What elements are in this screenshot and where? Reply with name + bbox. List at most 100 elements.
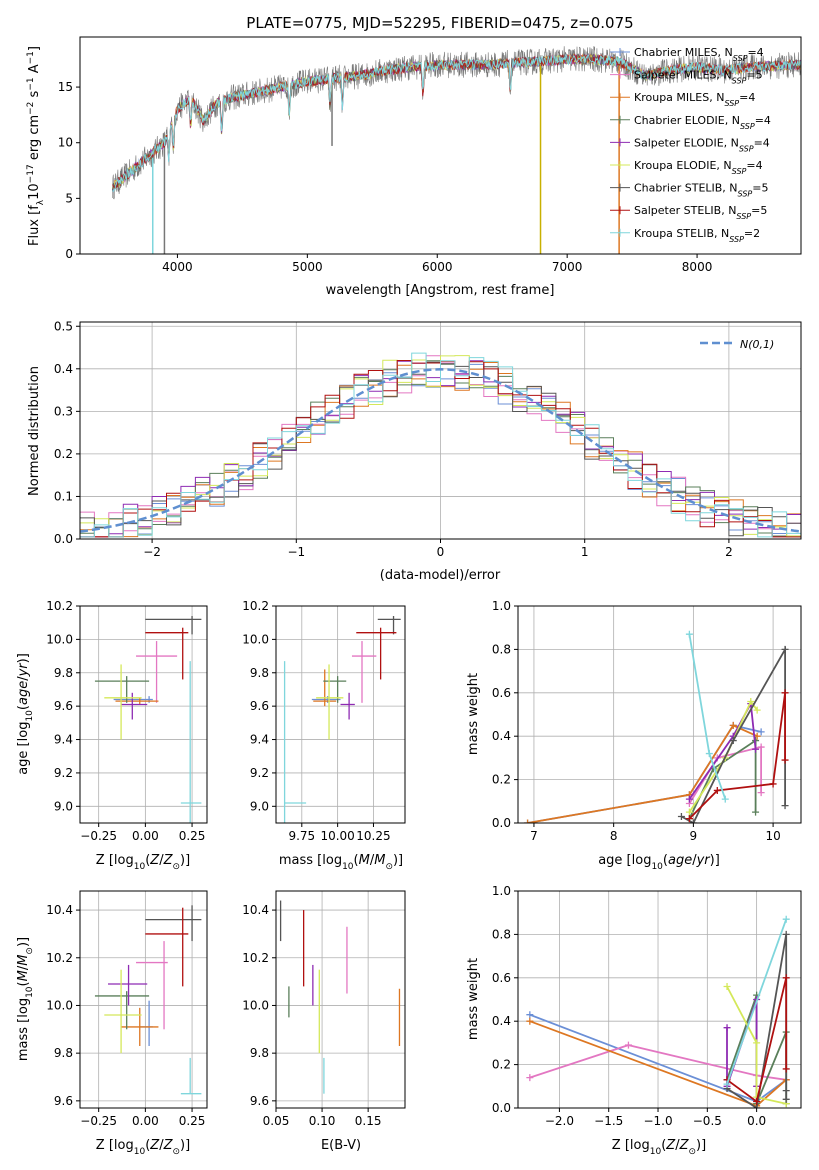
- legend-label-salpeter_miles: Salpeter MILES, NSSP=5: [634, 69, 763, 86]
- label-part: A: [27, 64, 42, 77]
- weight-marker-chabrier_stelib: [677, 812, 685, 820]
- label-part: λ: [36, 199, 46, 205]
- y-axis-label: mass weight: [466, 958, 481, 1040]
- weight-marker-salpeter_stelib: [713, 786, 721, 794]
- label-part: /: [159, 853, 164, 868]
- weight-marker-kroupa_elodie: [685, 808, 693, 816]
- y-tick-label: 0: [65, 247, 73, 261]
- weight-marker-kroupa_stelib: [723, 1080, 731, 1088]
- label-part: −2: [26, 102, 36, 115]
- legend-label-kroupa_miles: Kroupa MILES, NSSP=4: [634, 91, 755, 108]
- x-axis-label: mass [log10(M/M⊙)]: [279, 853, 403, 872]
- x-tick-label: 0.10: [309, 1114, 336, 1128]
- label-part: Z: [163, 1138, 174, 1153]
- label-part: mass [: [279, 853, 322, 868]
- x-tick-label: −0.25: [80, 829, 117, 843]
- label-part: (: [145, 1138, 150, 1153]
- x-tick-label: −2.0: [545, 1114, 574, 1128]
- x-tick-label: 4000: [162, 260, 193, 274]
- label-part: 10: [134, 862, 146, 872]
- legend-count: =2: [744, 227, 760, 240]
- label-part: ⊙: [172, 862, 180, 872]
- weight-marker-kroupa_miles: [729, 721, 737, 729]
- x-tick-label: 0.05: [263, 1114, 290, 1128]
- axes-frame: [517, 890, 802, 1109]
- x-tick-label: 0: [437, 545, 445, 559]
- axes-frame: [79, 605, 208, 824]
- label-part: /: [692, 853, 697, 868]
- legend-count: =4: [755, 114, 771, 127]
- x-tick-label: 9: [690, 829, 698, 843]
- x-axis-label: Z [log10(Z/Z⊙)]: [612, 1138, 706, 1157]
- legend-label-kroupa_stelib: Kroupa STELIB, NSSP=2: [634, 227, 760, 244]
- label-part: Z [: [96, 853, 114, 868]
- label-part: Z: [149, 1138, 160, 1153]
- label-part: log: [632, 853, 652, 868]
- y-tick-label: 9.6: [54, 1094, 73, 1108]
- legend-name: Chabrier ELODIE, N: [634, 114, 740, 127]
- x-tick-label: 10.00: [320, 829, 354, 843]
- label-part: 10: [651, 862, 663, 872]
- y-tick-label: 9.8: [54, 1046, 73, 1060]
- weight-marker-salpeter_elodie: [752, 745, 760, 753]
- label-part: 10: [650, 1147, 662, 1157]
- histogram-salpeter_elodie: [80, 360, 801, 538]
- axes-frame: [79, 36, 802, 255]
- y-tick-label: 0.1: [54, 489, 73, 503]
- label-part: )]: [710, 853, 720, 868]
- legend-label-salpeter_elodie: Salpeter ELODIE, NSSP=4: [634, 136, 770, 153]
- y-tick-label: 0.6: [492, 971, 511, 985]
- y-tick-label: 0.8: [492, 927, 511, 941]
- x-tick-label: 10.25: [356, 829, 390, 843]
- label-part: (: [354, 853, 359, 868]
- label-part: (: [145, 853, 150, 868]
- weight-marker-salpeter_stelib: [781, 689, 789, 697]
- plot-area: [524, 630, 789, 823]
- label-part: mass [: [16, 1018, 31, 1061]
- label-part: −1: [26, 77, 36, 90]
- panel-age_vs_Z: −0.25 0.00 0.259.09.29.49.69.810.010.2Z [l…: [16, 599, 208, 872]
- panel-residuals: −2 −1 0 1 2 0.0 0.1 0.2 0.3 0.4 0.5 N(0,1) (data-mod…: [27, 319, 802, 583]
- plot-area: [279, 900, 401, 1094]
- label-part: log: [16, 998, 31, 1018]
- weight-marker-salpeter_stelib: [782, 974, 790, 982]
- legend-sub: SSP: [729, 234, 744, 243]
- y-tick-label: 0.2: [54, 447, 73, 461]
- legend-name: Salpeter MILES, N: [634, 69, 732, 82]
- weight-marker-kroupa_stelib: [721, 795, 729, 803]
- legend-label-kroupa_elodie: Kroupa ELODIE, NSSP=4: [634, 159, 763, 176]
- weight-marker-chabrier_stelib: [689, 819, 697, 823]
- legend-count: =4: [754, 136, 770, 149]
- y-tick-label: 10.2: [242, 599, 269, 613]
- legend-name: Chabrier MILES, N: [634, 46, 733, 59]
- y-tick-label: 10.2: [46, 599, 73, 613]
- x-tick-label: 0.00: [132, 1114, 159, 1128]
- weight-marker-chabrier_elodie: [752, 808, 760, 816]
- y-axis-label: mass weight: [466, 673, 481, 755]
- legend-sub: SSP: [732, 76, 747, 85]
- x-axis-label: wavelength [Angstrom, rest frame]: [326, 283, 555, 298]
- x-tick-label: −1: [287, 545, 305, 559]
- y-tick-label: 0.5: [54, 319, 73, 333]
- y-tick-label: 10.0: [46, 632, 73, 646]
- weight-marker-kroupa_miles: [524, 819, 532, 823]
- x-tick-label: 8000: [682, 260, 713, 274]
- weight-line-salpeter_stelib: [726, 977, 788, 1104]
- y-tick-label: 9.6: [250, 699, 269, 713]
- label-part: 10: [342, 862, 354, 872]
- legend-label-salpeter_stelib: Salpeter STELIB, NSSP=5: [634, 204, 767, 221]
- legend-gauss-label: N(0,1): [740, 338, 774, 351]
- weight-marker-chabrier_stelib: [729, 737, 737, 745]
- label-part: yr: [16, 662, 31, 678]
- weight-marker-salpeter_miles: [526, 1074, 534, 1082]
- plot-area: [80, 352, 801, 538]
- y-tick-label: 9.8: [250, 1046, 269, 1060]
- legend-name: Kroupa STELIB, N: [634, 227, 729, 240]
- label-part: /: [16, 676, 31, 681]
- y-tick-label: 9.4: [250, 733, 269, 747]
- x-tick-label: 5000: [292, 260, 323, 274]
- panel-age_vs_mass: 9.75 10.00 10.25 9.0 9.2 9.4 9.6 9.8 10.0 10.2 mas…: [242, 599, 406, 872]
- plot-area: [94, 616, 202, 823]
- label-part: )]: [393, 853, 403, 868]
